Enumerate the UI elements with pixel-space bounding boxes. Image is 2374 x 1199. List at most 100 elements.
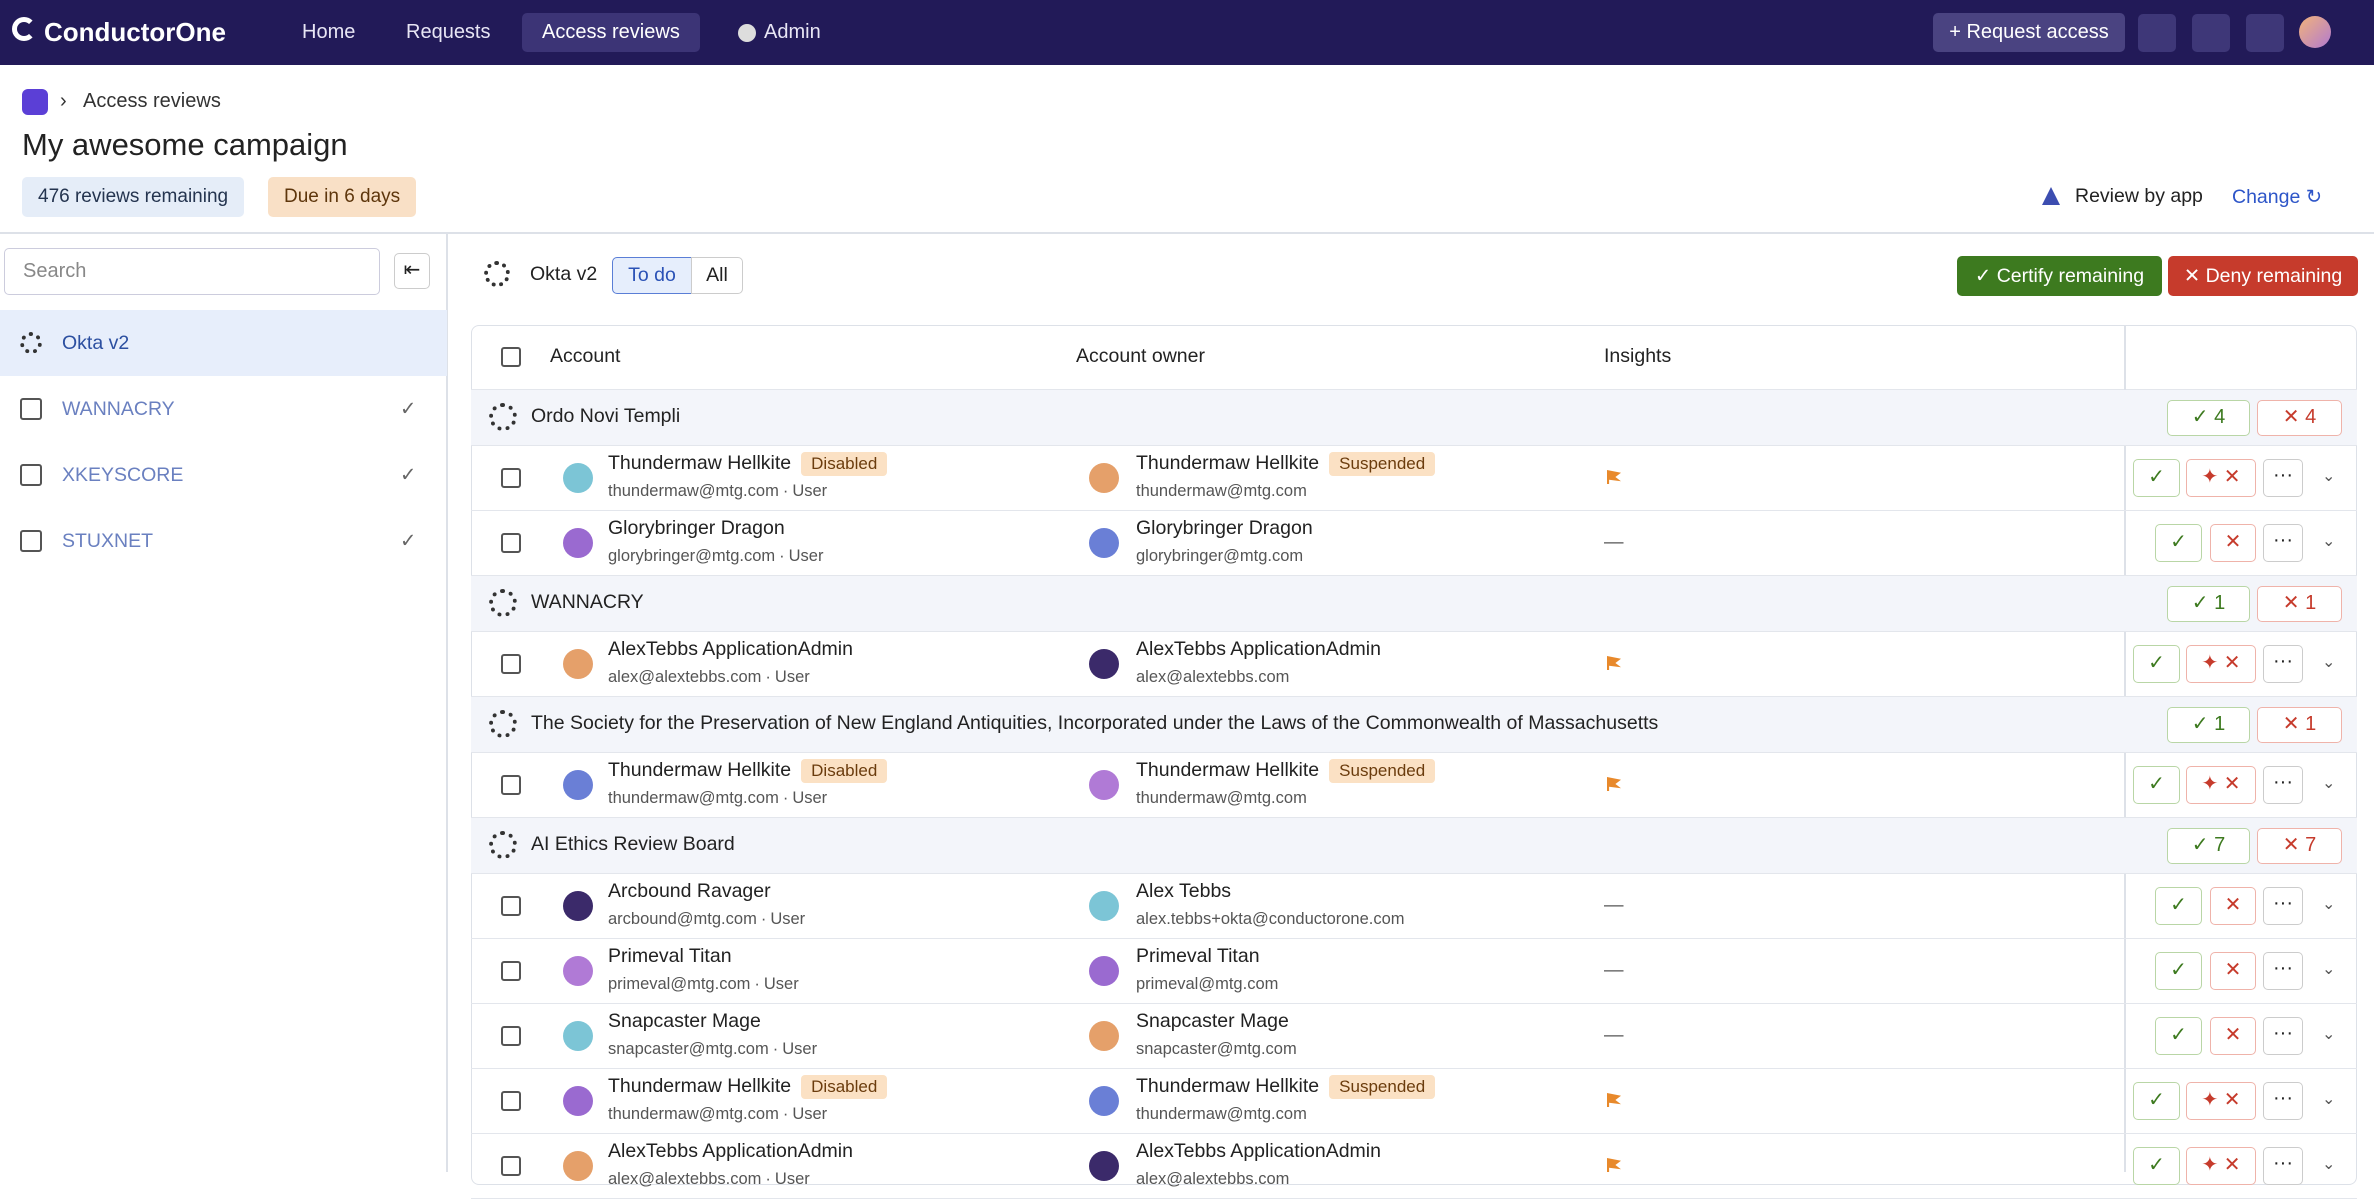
account-email: snapcaster@mtg.comUser xyxy=(608,1040,817,1059)
expand-chevron[interactable]: ⌄ xyxy=(2322,775,2336,792)
account-name: Thundermaw Hellkite Disabled xyxy=(608,1075,888,1099)
checkbox[interactable] xyxy=(501,1156,521,1176)
expand-chevron[interactable]: ⌄ xyxy=(2322,1026,2336,1043)
approve-count: 1 xyxy=(2214,713,2226,735)
change-link[interactable]: Change ↻ xyxy=(2232,186,2323,208)
app-name: Okta v2 xyxy=(62,332,130,354)
checkbox[interactable] xyxy=(501,775,521,795)
deny-button[interactable]: ✦ ✕ xyxy=(2186,1147,2256,1185)
sidebar-item[interactable]: XKEYSCORE ✓ xyxy=(0,442,447,508)
breadcrumb[interactable]: Access reviews xyxy=(83,90,221,112)
more-button[interactable]: ··· xyxy=(2263,524,2303,562)
checkbox[interactable] xyxy=(501,1026,521,1046)
more-button[interactable]: ··· xyxy=(2263,459,2303,497)
approve-button[interactable]: ✓ xyxy=(2133,459,2180,497)
owner-email: alex@alextebbs.com xyxy=(1136,668,1290,686)
sidebar-item[interactable]: WANNACRY ✓ xyxy=(0,376,447,442)
search-button[interactable] xyxy=(2138,14,2176,52)
approve-button[interactable]: ✓ xyxy=(2133,1147,2180,1185)
deny-button[interactable]: ✕ xyxy=(2210,524,2256,562)
deny-button[interactable]: ✕ Deny remaining xyxy=(2168,256,2358,296)
group-name: Ordo Novi Templi xyxy=(531,405,681,427)
divider xyxy=(0,232,2374,234)
email: glorybringer@mtg.com xyxy=(608,547,776,565)
review-row: Glorybringer Dragonglorybringer@mtg.comU… xyxy=(471,511,2357,576)
nav-item[interactable]: Admin xyxy=(764,21,821,43)
brand[interactable]: ConductorOne xyxy=(44,17,226,47)
checkbox[interactable] xyxy=(501,1091,521,1111)
deny-all-button[interactable]: ✕ 7 xyxy=(2257,828,2342,864)
more-button[interactable]: ··· xyxy=(2263,1147,2303,1185)
kind: User xyxy=(775,547,823,565)
deny-all-button[interactable]: ✕ 1 xyxy=(2257,586,2342,622)
deny-button[interactable]: ✦ ✕ xyxy=(2186,459,2256,497)
deny-button[interactable]: ✦ ✕ xyxy=(2186,1082,2256,1120)
approve-all-button[interactable]: ✓ 1 xyxy=(2167,707,2250,743)
expand-chevron[interactable]: ⌄ xyxy=(2322,1091,2336,1108)
tab[interactable]: All xyxy=(691,257,743,294)
certify-button[interactable]: ✓ Certify remaining xyxy=(1957,256,2162,296)
approve-button[interactable]: ✓ xyxy=(2133,766,2180,804)
more-button[interactable]: ··· xyxy=(2263,645,2303,683)
deny-button[interactable]: ✕ xyxy=(2210,887,2256,925)
deny-count: 1 xyxy=(2305,592,2317,614)
approve-button[interactable]: ✓ xyxy=(2155,524,2202,562)
approve-button[interactable]: ✓ xyxy=(2155,1017,2202,1055)
group-row: AI Ethics Review Board ✓ 7 ✕ 7 xyxy=(471,818,2357,874)
insight-flag xyxy=(1607,1158,1621,1172)
sidebar-item[interactable]: STUXNET ✓ xyxy=(0,508,447,574)
group-name: The Society for the Preservation of New … xyxy=(531,712,1659,734)
review-row: Thundermaw Hellkite Disabled thundermaw@mt… xyxy=(471,1069,2357,1134)
approve-all-button[interactable]: ✓ 7 xyxy=(2167,828,2250,864)
approve-button[interactable]: ✓ xyxy=(2155,952,2202,990)
status-badge: Disabled xyxy=(801,759,888,783)
expand-chevron[interactable]: ⌄ xyxy=(2322,533,2336,550)
deny-all-button[interactable]: ✕ 1 xyxy=(2257,707,2342,743)
deny-button[interactable]: ✦ ✕ xyxy=(2186,766,2256,804)
kind: User xyxy=(779,789,827,807)
checkbox[interactable] xyxy=(501,347,521,367)
expand-chevron[interactable]: ⌄ xyxy=(2322,961,2336,978)
tab[interactable]: To do xyxy=(612,257,692,294)
checkbox[interactable] xyxy=(501,468,521,488)
nav-item[interactable]: Requests xyxy=(406,21,491,43)
download-button[interactable] xyxy=(2192,14,2230,52)
avatar[interactable] xyxy=(2299,16,2331,48)
nav-item[interactable]: Home xyxy=(302,21,356,43)
checkbox[interactable] xyxy=(501,961,521,981)
approve-all-button[interactable]: ✓ 1 xyxy=(2167,586,2250,622)
approve-button[interactable]: ✓ xyxy=(2133,1082,2180,1120)
approve-button[interactable]: ✓ xyxy=(2155,887,2202,925)
label: Certify remaining xyxy=(1996,265,2145,287)
deny-all-button[interactable]: ✕ 4 xyxy=(2257,400,2342,436)
checkbox[interactable] xyxy=(501,654,521,674)
review-row: Primeval Titanprimeval@mtg.comUserPrimev… xyxy=(471,939,2357,1004)
more-button[interactable]: ··· xyxy=(2263,1017,2303,1055)
insight-flag xyxy=(1607,777,1621,791)
more-button[interactable]: ··· xyxy=(2263,952,2303,990)
collapse-button[interactable]: ⇤ xyxy=(394,253,430,289)
sidebar-item[interactable]: Okta v2 xyxy=(0,310,447,376)
more-button[interactable]: ··· xyxy=(2263,1082,2303,1120)
checkbox[interactable] xyxy=(501,896,521,916)
deny-button[interactable]: ✕ xyxy=(2210,1017,2256,1055)
expand-chevron[interactable]: ⌄ xyxy=(2322,654,2336,671)
expand-chevron[interactable]: ⌄ xyxy=(2322,1156,2336,1173)
deny-button[interactable]: ✕ xyxy=(2210,952,2256,990)
checkbox[interactable] xyxy=(501,533,521,553)
search-input[interactable]: Search xyxy=(4,248,380,295)
check: ✓ xyxy=(2191,406,2215,428)
docs-button[interactable] xyxy=(2246,14,2284,52)
deny-button[interactable]: ✦ ✕ xyxy=(2186,645,2256,683)
approve-button[interactable]: ✓ xyxy=(2133,645,2180,683)
app-icon xyxy=(22,89,48,115)
request-access-button[interactable]: + Request access xyxy=(1933,13,2125,52)
more-button[interactable]: ··· xyxy=(2263,766,2303,804)
account-name: Arcbound Ravager xyxy=(608,880,771,903)
nav-item[interactable]: Access reviews xyxy=(522,13,700,52)
more-button[interactable]: ··· xyxy=(2263,887,2303,925)
expand-chevron[interactable]: ⌄ xyxy=(2322,468,2336,485)
approve-all-button[interactable]: ✓ 4 xyxy=(2167,400,2250,436)
account-avatar xyxy=(563,956,593,986)
expand-chevron[interactable]: ⌄ xyxy=(2322,896,2336,913)
